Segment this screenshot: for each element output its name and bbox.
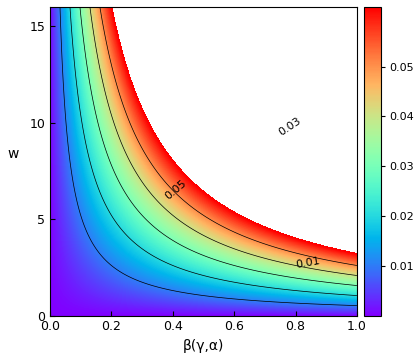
Y-axis label: w: w <box>7 147 18 161</box>
Text: 0.03: 0.03 <box>276 116 302 138</box>
Text: 0.01: 0.01 <box>295 256 321 270</box>
Text: 0.05: 0.05 <box>163 179 189 202</box>
X-axis label: β(γ,α): β(γ,α) <box>183 339 224 353</box>
